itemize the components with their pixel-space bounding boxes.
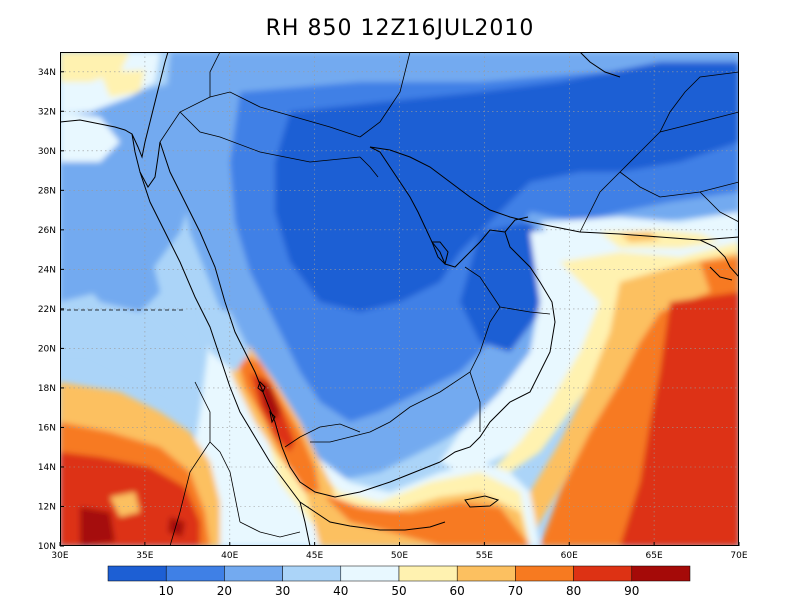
colorbar-label-10: 10 <box>159 584 174 598</box>
rh-level-3-region <box>60 292 200 412</box>
rh-level-8-region <box>620 292 739 546</box>
lat-label-32N: 32N <box>38 107 56 117</box>
rh-level-0-region <box>275 62 739 312</box>
lat-label-26N: 26N <box>38 226 56 236</box>
lat-label-28N: 28N <box>38 186 56 196</box>
rh-level-6-region <box>110 492 140 517</box>
map-title: RH 850 12Z16JUL2010 <box>265 16 535 41</box>
colorbar-label-70: 70 <box>508 584 523 598</box>
rh-map <box>60 52 739 546</box>
rh-field <box>60 52 739 546</box>
colorbar-label-50: 50 <box>391 584 406 598</box>
rh-map-svg <box>60 52 739 546</box>
colorbar-label-40: 40 <box>333 584 348 598</box>
lat-label-20N: 20N <box>38 344 56 354</box>
colorbar-box-6 <box>456 565 516 582</box>
rh-level-9-region <box>258 377 280 422</box>
lat-label-14N: 14N <box>38 463 56 473</box>
rh-level-5-region <box>490 242 739 472</box>
country-borders <box>60 52 739 546</box>
lat-label-24N: 24N <box>38 265 56 275</box>
rh-level-9-region <box>80 507 115 546</box>
colorbar-label-80: 80 <box>566 584 581 598</box>
colorbar-box-2 <box>224 565 283 582</box>
colorbar-boxes <box>107 565 691 582</box>
rh-level-2-region <box>75 227 160 312</box>
colorbar-box-7 <box>515 565 574 582</box>
lat-label-34N: 34N <box>38 68 56 78</box>
lat-label-22N: 22N <box>38 305 56 315</box>
lat-label-30N: 30N <box>38 147 56 157</box>
rh-level-9-region <box>168 517 185 537</box>
colorbar-box-9 <box>631 565 691 582</box>
colorbar-label-20: 20 <box>217 584 232 598</box>
colorbar-label-30: 30 <box>275 584 290 598</box>
rh-level-3-region <box>200 302 250 372</box>
colorbar-box-4 <box>340 565 400 582</box>
colorbar: 10 20 30 40 50 60 70 80 90 <box>107 565 691 598</box>
rh-level-7-region <box>320 492 530 546</box>
colorbar-label-60: 60 <box>450 584 465 598</box>
map-gridlines <box>60 52 739 546</box>
rh-level-6-region <box>510 252 739 546</box>
colorbar-labels: 10 20 30 40 50 60 70 80 90 <box>159 584 640 598</box>
colorbar-box-1 <box>165 565 225 582</box>
rh-level-5-region <box>100 70 145 97</box>
coastlines <box>60 52 739 546</box>
rh-contours <box>60 52 739 546</box>
colorbar-box-8 <box>573 565 633 582</box>
colorbar-box-3 <box>282 565 342 582</box>
lat-label-12N: 12N <box>38 502 56 512</box>
latitude-labels: 10N 12N 14N 16N 18N 20N 22N 24N 26N 28N 30N 32N 34N <box>38 68 56 552</box>
lat-label-18N: 18N <box>38 384 56 394</box>
colorbar-box-0 <box>107 565 167 582</box>
colorbar-box-5 <box>398 565 458 582</box>
lat-label-10N: 10N <box>38 542 56 552</box>
lat-label-16N: 16N <box>38 423 56 433</box>
colorbar-label-90: 90 <box>624 584 639 598</box>
